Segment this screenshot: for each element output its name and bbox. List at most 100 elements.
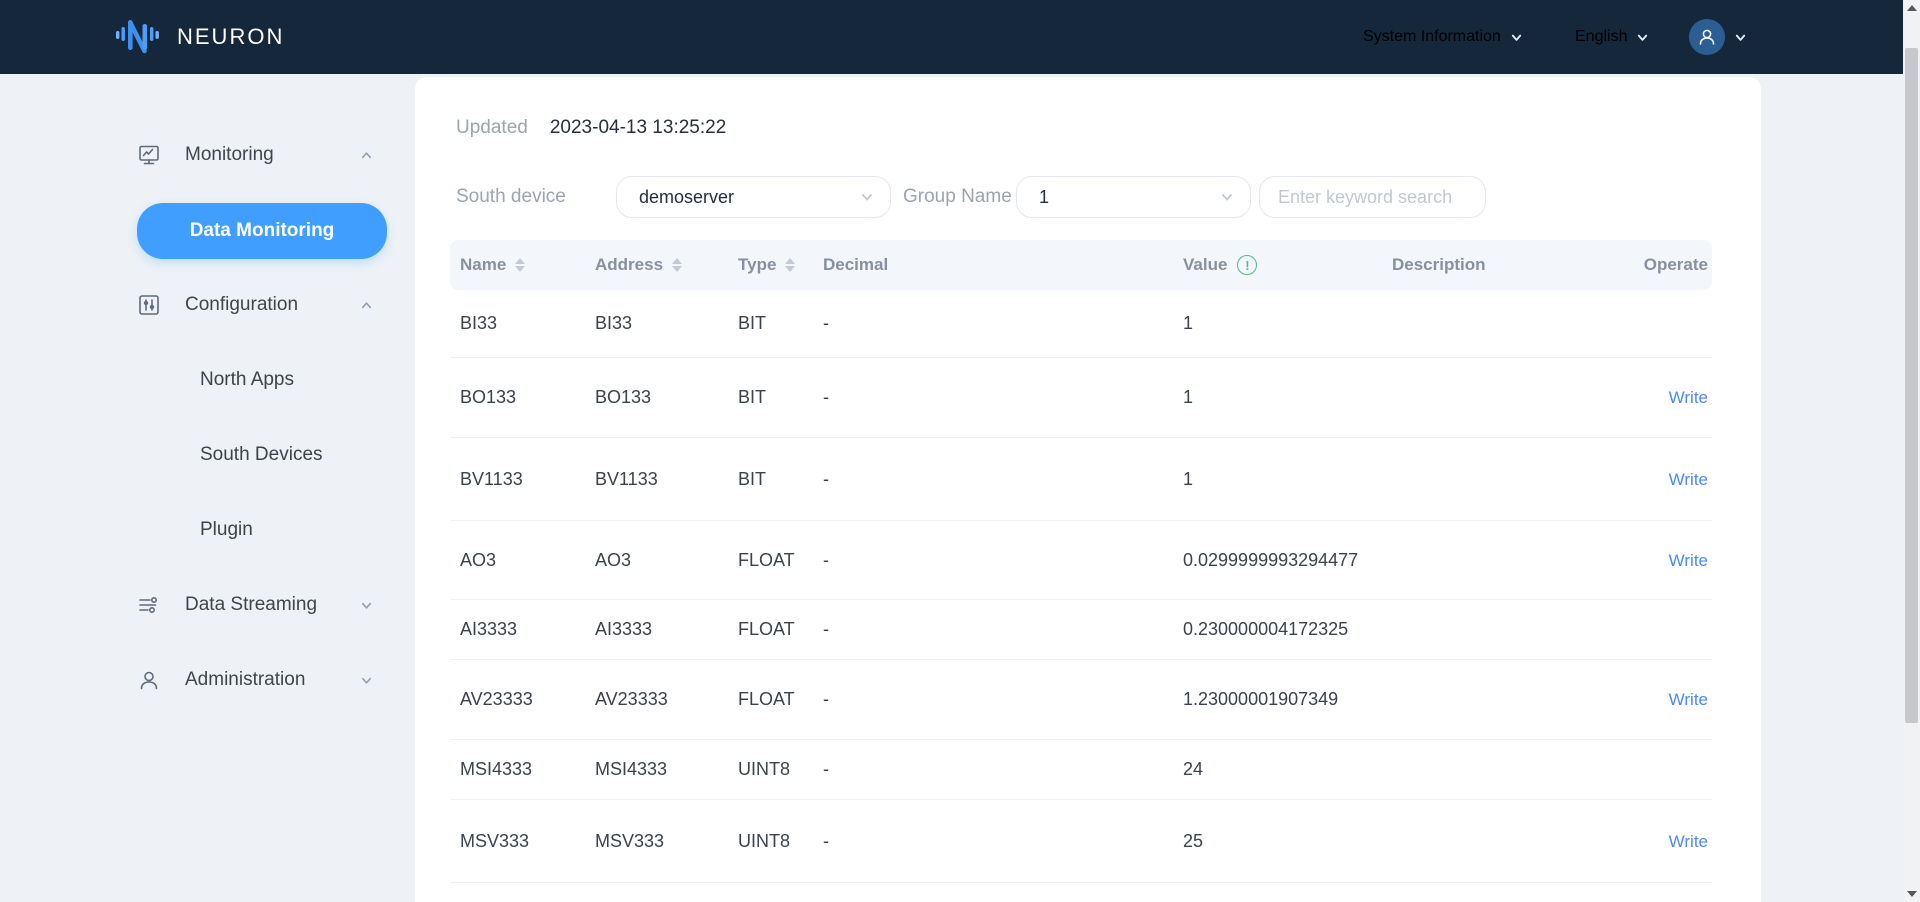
cell-name: BI33 xyxy=(460,313,498,333)
cell-address: BV1133 xyxy=(595,468,658,489)
cell-value: 1.23000001907349 xyxy=(1183,689,1339,709)
table-row: BO133 BO133 BIT - 1 Write xyxy=(450,358,1712,438)
cell-address: BI33 xyxy=(595,313,633,333)
sidebar-item-label: Data Monitoring xyxy=(189,220,335,241)
top-header-bar: NEURON System Information English xyxy=(0,0,1903,74)
sidebar-item-data-streaming[interactable]: Data Streaming xyxy=(137,585,387,625)
browser-scrollbar[interactable] xyxy=(1903,0,1920,902)
language-menu[interactable]: English xyxy=(1575,0,1649,74)
cell-name: MSV333 xyxy=(460,830,530,851)
column-header-operate: Operate xyxy=(1643,255,1708,274)
system-information-label: System Information xyxy=(1363,28,1501,45)
south-device-select[interactable]: demoserver xyxy=(616,176,891,218)
filter-toolbar: South device demoserver Group Name 1 xyxy=(456,176,1736,218)
cell-value: 1 xyxy=(1183,313,1194,333)
cell-type: FLOAT xyxy=(738,619,795,639)
cell-type: BIT xyxy=(738,468,767,489)
chevron-up-icon xyxy=(361,301,372,308)
cell-operate: Write xyxy=(1540,689,1712,710)
sidebar-item-south-devices[interactable]: South Devices xyxy=(200,437,370,473)
south-device-label: South device xyxy=(456,186,566,207)
cell-address: BO133 xyxy=(595,387,652,407)
system-information-menu[interactable]: System Information xyxy=(1363,0,1523,74)
cell-value: 24 xyxy=(1183,759,1204,779)
cell-name: MSI4333 xyxy=(460,759,533,779)
cell-decimal: - xyxy=(823,619,829,639)
chevron-down-icon xyxy=(361,602,372,609)
sidebar-item-north-apps[interactable]: North Apps xyxy=(200,362,370,398)
chevron-down-icon xyxy=(862,194,872,201)
chevron-down-icon xyxy=(361,677,372,684)
user-icon xyxy=(1699,29,1715,45)
user-icon xyxy=(140,671,158,690)
sidebar-item-administration[interactable]: Administration xyxy=(137,660,387,700)
sidebar-item-plugin[interactable]: Plugin xyxy=(200,512,370,548)
chevron-down-icon xyxy=(1511,34,1521,41)
chevron-up-icon xyxy=(361,151,372,158)
sidebar-item-label: Configuration xyxy=(185,294,299,315)
updated-row: Updated 2023-04-13 13:25:22 xyxy=(456,117,726,139)
info-circle-icon[interactable] xyxy=(1237,255,1258,275)
avatar[interactable] xyxy=(1689,19,1725,55)
scroll-up-arrow-icon[interactable] xyxy=(1903,0,1920,16)
search-input[interactable] xyxy=(1278,177,1467,217)
sidebar-item-data-monitoring[interactable]: Data Monitoring xyxy=(137,203,387,259)
column-header-value: Value xyxy=(1173,255,1382,275)
sort-icon[interactable] xyxy=(785,258,796,272)
sidebar-item-configuration[interactable]: Configuration xyxy=(137,285,387,325)
sidebar-item-label: North Apps xyxy=(200,369,294,390)
cell-address: AI3333 xyxy=(595,619,653,639)
table-row: BI33 BI33 BIT - 1 xyxy=(450,290,1712,358)
scrollbar-thumb[interactable] xyxy=(1905,48,1918,723)
table-row: MSV333 MSV333 UINT8 - 25 Write xyxy=(450,800,1712,883)
cell-value: 0.0299999993294477 xyxy=(1183,549,1359,570)
sidebar-item-label: Monitoring xyxy=(185,144,274,165)
cell-address: AO3 xyxy=(595,549,632,570)
write-button[interactable]: Write xyxy=(1668,469,1708,489)
table-body: BI33 BI33 BIT - 1 BO133 BO133 BIT - 1 Wr… xyxy=(450,290,1712,883)
cell-type: FLOAT xyxy=(738,689,795,709)
neuron-logo-icon xyxy=(116,20,159,54)
group-name-value: 1 xyxy=(1039,186,1050,207)
sidebar-item-label: Administration xyxy=(185,669,306,690)
write-button[interactable]: Write xyxy=(1668,690,1708,709)
cell-operate: Write xyxy=(1540,387,1712,408)
cell-value: 1 xyxy=(1183,468,1194,489)
cell-name: AI3333 xyxy=(460,619,518,639)
cell-type: BIT xyxy=(738,313,767,333)
brand-name: NEURON xyxy=(177,24,285,49)
cell-type: BIT xyxy=(738,387,767,407)
user-account-menu[interactable] xyxy=(1689,0,1747,74)
chevron-down-icon xyxy=(1638,34,1648,41)
sort-icon[interactable] xyxy=(515,258,526,272)
south-device-value: demoserver xyxy=(639,186,735,207)
cell-name: BV1133 xyxy=(460,468,523,489)
keyword-search-box xyxy=(1259,176,1486,218)
stream-icon xyxy=(139,597,158,614)
data-table: Name Address Type Decimal Value Descript… xyxy=(450,240,1712,883)
updated-timestamp: 2023-04-13 13:25:22 xyxy=(549,117,727,138)
cell-value: 25 xyxy=(1183,830,1204,851)
write-button[interactable]: Write xyxy=(1668,388,1708,407)
scroll-down-arrow-icon[interactable] xyxy=(1903,886,1920,902)
cell-decimal: - xyxy=(823,830,829,851)
sidebar-item-monitoring[interactable]: Monitoring xyxy=(137,135,387,175)
app-logo[interactable]: NEURON xyxy=(115,17,284,57)
cell-address: MSV333 xyxy=(595,830,665,851)
cell-operate: Write xyxy=(1540,469,1712,490)
group-name-select[interactable]: 1 xyxy=(1016,176,1251,218)
write-button[interactable]: Write xyxy=(1668,550,1708,570)
monitor-icon xyxy=(139,145,159,165)
write-button[interactable]: Write xyxy=(1668,831,1708,851)
cell-type: UINT8 xyxy=(738,830,791,851)
group-name-label: Group Name xyxy=(903,186,1012,207)
cell-decimal: - xyxy=(823,549,829,570)
sidebar-item-label: Plugin xyxy=(200,519,253,540)
sort-icon[interactable] xyxy=(672,258,683,272)
column-header-description: Description xyxy=(1392,255,1486,274)
chevron-down-icon xyxy=(1222,194,1232,201)
table-row: AV23333 AV23333 FLOAT - 1.23000001907349… xyxy=(450,660,1712,740)
cell-operate: Write xyxy=(1540,831,1712,852)
table-row: AO3 AO3 FLOAT - 0.0299999993294477 Write xyxy=(450,521,1712,600)
cell-address: MSI4333 xyxy=(595,759,668,779)
